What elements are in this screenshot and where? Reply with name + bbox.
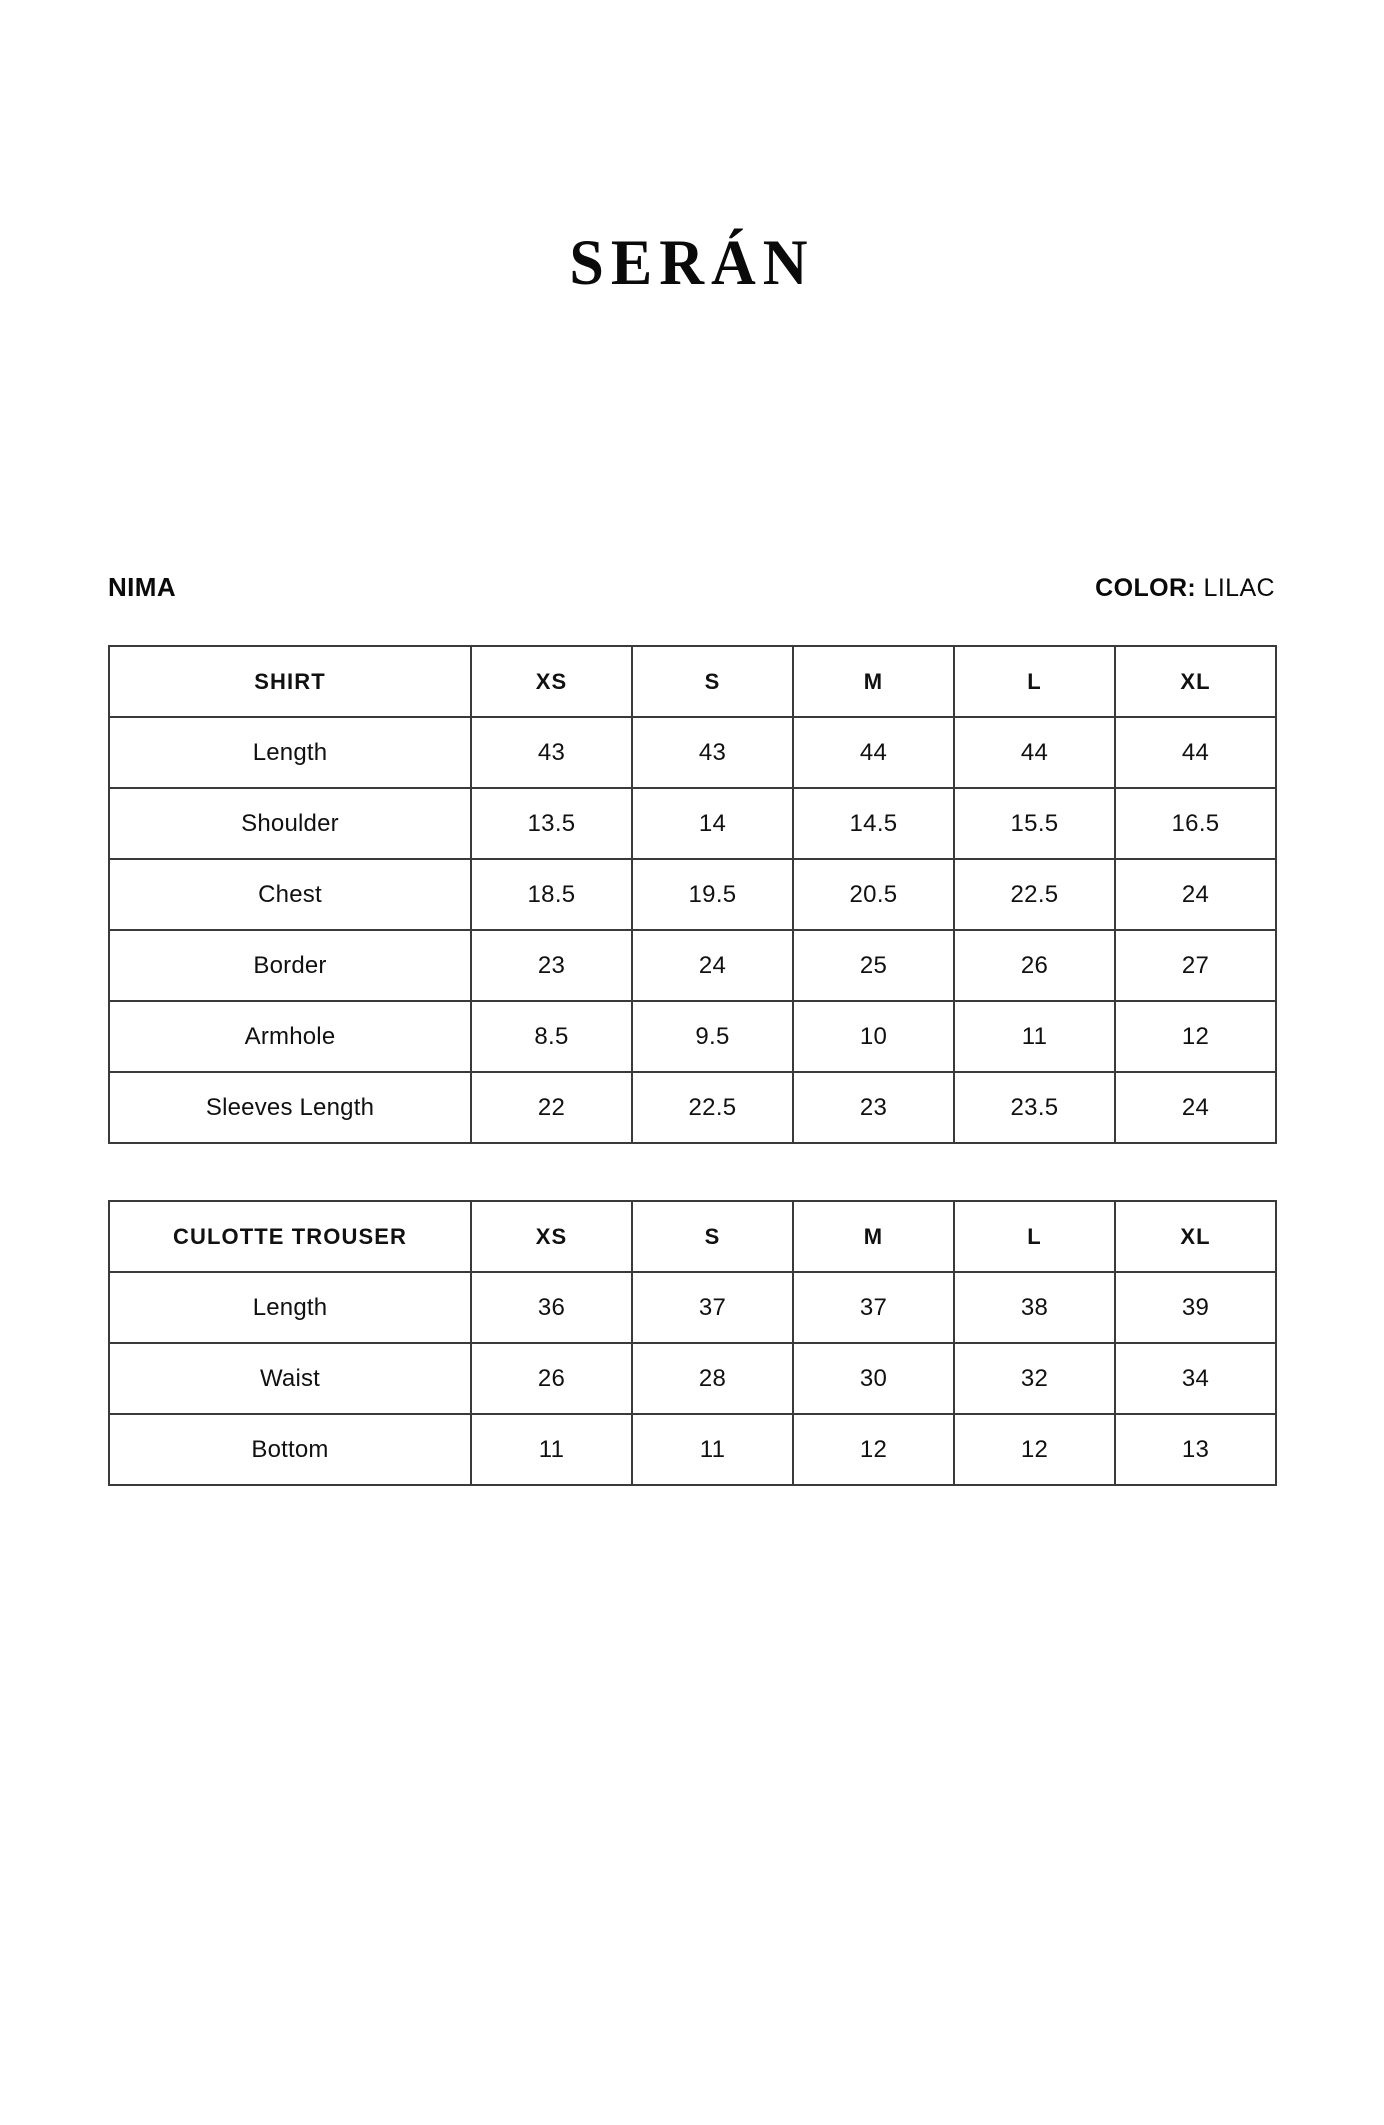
- measurement-value: 16.5: [1114, 787, 1277, 860]
- measurement-value: 24: [1114, 858, 1277, 931]
- measurement-value: 36: [470, 1271, 633, 1344]
- color-value: LILAC: [1203, 574, 1275, 602]
- measurement-label: Waist: [108, 1342, 472, 1415]
- measurement-value: 23: [470, 929, 633, 1002]
- measurement-value: 43: [631, 716, 794, 789]
- measurement-value: 22.5: [631, 1071, 794, 1144]
- table-row: Border 23 24 25 26 27: [108, 929, 1277, 1002]
- color-info: COLOR: LILAC: [1095, 574, 1275, 603]
- measurement-value: 13.5: [470, 787, 633, 860]
- measurement-value: 34: [1114, 1342, 1277, 1415]
- column-header-s: S: [631, 1200, 794, 1273]
- measurement-value: 44: [792, 716, 955, 789]
- column-header-xl: XL: [1114, 645, 1277, 718]
- measurement-label: Sleeves Length: [108, 1071, 472, 1144]
- measurement-value: 22.5: [953, 858, 1116, 931]
- measurement-value: 9.5: [631, 1000, 794, 1073]
- table-header-row: CULOTTE TROUSER XS S M L XL: [108, 1200, 1277, 1273]
- measurement-value: 14: [631, 787, 794, 860]
- brand-logo: SERÁN: [569, 227, 815, 299]
- measurement-value: 43: [470, 716, 633, 789]
- measurement-value: 32: [953, 1342, 1116, 1415]
- measurement-label: Shoulder: [108, 787, 472, 860]
- measurement-label: Length: [108, 1271, 472, 1344]
- measurement-value: 26: [470, 1342, 633, 1415]
- measurement-value: 23.5: [953, 1071, 1116, 1144]
- measurement-value: 20.5: [792, 858, 955, 931]
- measurement-value: 37: [631, 1271, 794, 1344]
- measurement-value: 37: [792, 1271, 955, 1344]
- table-header-row: SHIRT XS S M L XL: [108, 645, 1277, 718]
- measurement-value: 38: [953, 1271, 1116, 1344]
- measurement-value: 44: [953, 716, 1116, 789]
- table-row: Chest 18.5 19.5 20.5 22.5 24: [108, 858, 1277, 931]
- table-row: Length 43 43 44 44 44: [108, 716, 1277, 789]
- measurement-value: 25: [792, 929, 955, 1002]
- measurement-value: 28: [631, 1342, 794, 1415]
- measurement-value: 22: [470, 1071, 633, 1144]
- measurement-value: 12: [792, 1413, 955, 1486]
- brand-header: SERÁN: [0, 227, 1384, 299]
- measurement-label: Length: [108, 716, 472, 789]
- color-label: COLOR:: [1095, 574, 1197, 602]
- measurement-value: 44: [1114, 716, 1277, 789]
- column-header-l: L: [953, 645, 1116, 718]
- measurement-value: 19.5: [631, 858, 794, 931]
- column-header-s: S: [631, 645, 794, 718]
- measurement-value: 8.5: [470, 1000, 633, 1073]
- column-header-m: M: [792, 1200, 955, 1273]
- measurement-value: 13: [1114, 1413, 1277, 1486]
- column-header-xs: XS: [470, 645, 633, 718]
- measurement-label: Bottom: [108, 1413, 472, 1486]
- style-name: NIMA: [108, 572, 177, 602]
- measurement-label: Chest: [108, 858, 472, 931]
- table-row: Shoulder 13.5 14 14.5 15.5 16.5: [108, 787, 1277, 860]
- measurement-value: 23: [792, 1071, 955, 1144]
- measurement-value: 24: [1114, 1071, 1277, 1144]
- column-header-l: L: [953, 1200, 1116, 1273]
- column-header-xl: XL: [1114, 1200, 1277, 1273]
- table-row: Length 36 37 37 38 39: [108, 1271, 1277, 1344]
- measurement-value: 24: [631, 929, 794, 1002]
- table-row: Waist 26 28 30 32 34: [108, 1342, 1277, 1415]
- product-meta-row: NIMA COLOR: LILAC: [108, 572, 1275, 603]
- measurement-value: 10: [792, 1000, 955, 1073]
- column-header-xs: XS: [470, 1200, 633, 1273]
- measurement-value: 39: [1114, 1271, 1277, 1344]
- measurement-value: 14.5: [792, 787, 955, 860]
- size-table-culotte-trouser: CULOTTE TROUSER XS S M L XL Length 36 37…: [108, 1200, 1277, 1486]
- measurement-value: 26: [953, 929, 1116, 1002]
- column-header-m: M: [792, 645, 955, 718]
- column-header-garment: SHIRT: [108, 645, 472, 718]
- measurement-label: Border: [108, 929, 472, 1002]
- column-header-garment: CULOTTE TROUSER: [108, 1200, 472, 1273]
- measurement-value: 12: [1114, 1000, 1277, 1073]
- measurement-value: 30: [792, 1342, 955, 1415]
- measurement-value: 27: [1114, 929, 1277, 1002]
- measurement-value: 18.5: [470, 858, 633, 931]
- size-table-shirt: SHIRT XS S M L XL Length 43 43 44 44 44 …: [108, 645, 1277, 1144]
- table-row: Armhole 8.5 9.5 10 11 12: [108, 1000, 1277, 1073]
- measurement-value: 11: [470, 1413, 633, 1486]
- table-row: Sleeves Length 22 22.5 23 23.5 24: [108, 1071, 1277, 1144]
- measurement-label: Armhole: [108, 1000, 472, 1073]
- measurement-value: 15.5: [953, 787, 1116, 860]
- measurement-value: 11: [953, 1000, 1116, 1073]
- measurement-value: 11: [631, 1413, 794, 1486]
- measurement-value: 12: [953, 1413, 1116, 1486]
- table-row: Bottom 11 11 12 12 13: [108, 1413, 1277, 1486]
